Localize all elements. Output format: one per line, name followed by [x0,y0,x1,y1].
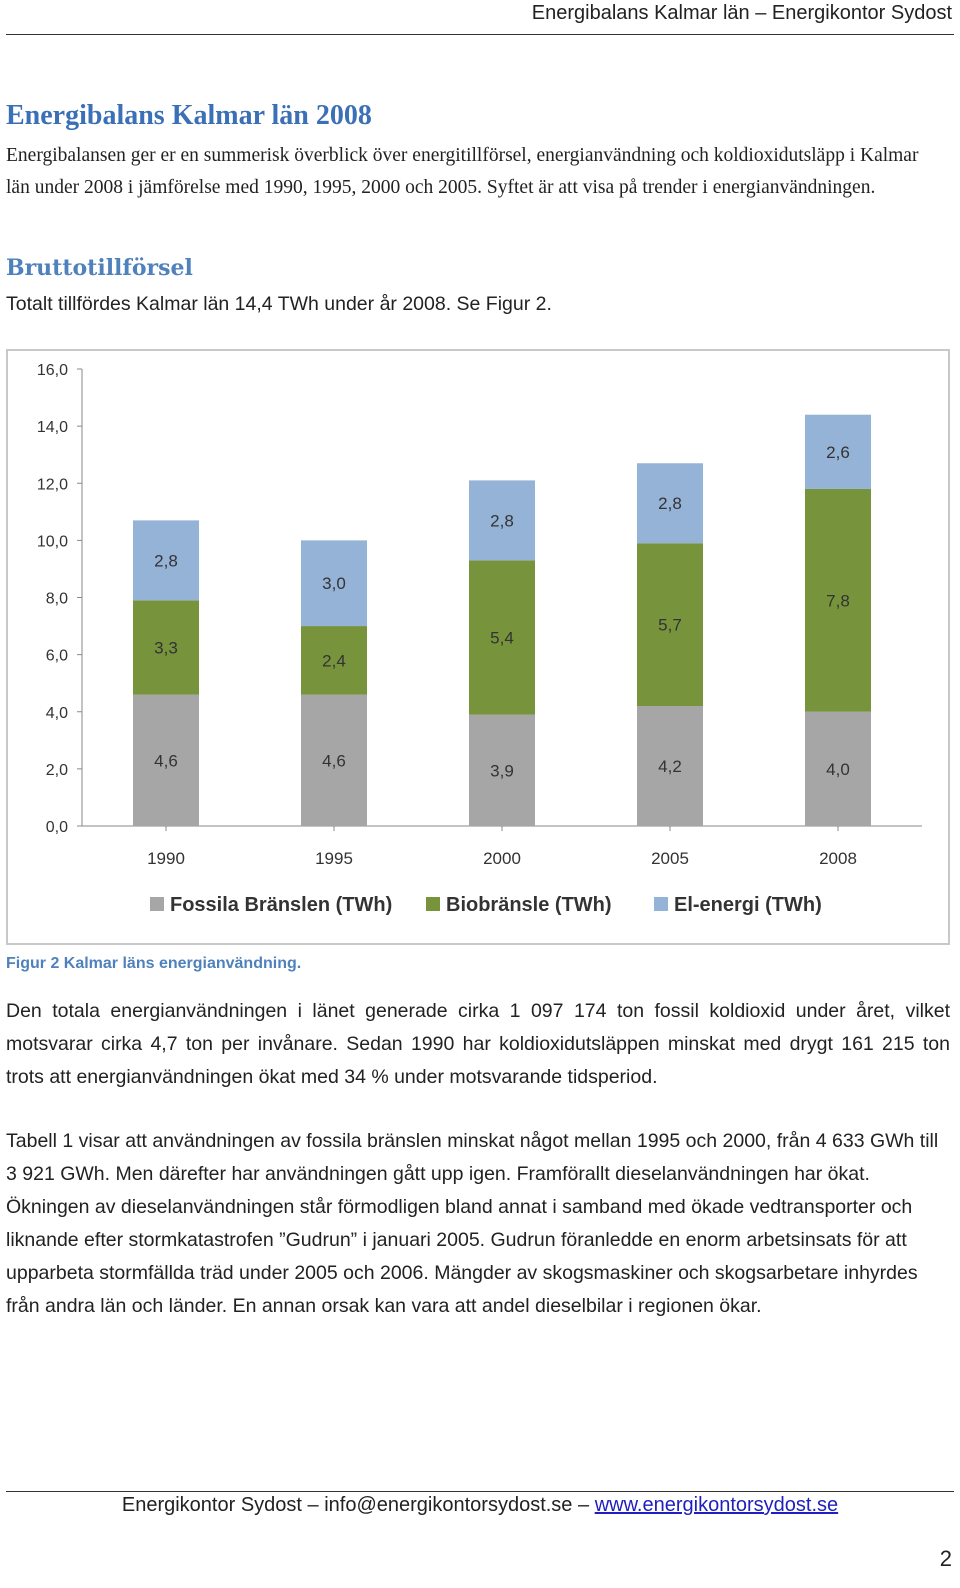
data-label: 3,9 [490,761,514,780]
legend-swatch [150,897,164,911]
data-label: 2,8 [658,494,682,513]
x-tick-label: 2008 [819,849,857,868]
bar-segment [805,488,871,712]
x-tick-label: 1990 [147,849,185,868]
body-paragraph-2: Tabell 1 visar att användningen av fossi… [6,1130,939,1317]
y-tick-label: 14,0 [37,419,68,436]
header-divider [6,34,954,35]
x-tick-label: 1995 [315,849,353,868]
data-label: 3,3 [154,638,178,657]
bar-segment [133,520,199,601]
bar-segment [133,600,199,695]
legend-swatch [426,897,440,911]
bar-segment [805,711,871,826]
legend-swatch [654,897,668,911]
data-label: 4,2 [658,757,682,776]
data-label: 4,0 [826,760,850,779]
footer-divider [6,1491,954,1492]
footer-website-link[interactable]: www.energikontorsydost.se [594,1494,839,1516]
bar-segment [469,714,535,826]
section-lead: Totalt tillfördes Kalmar län 14,4 TWh un… [6,293,552,315]
running-header: Energibalans Kalmar län – Energikontor S… [531,2,952,24]
data-label: 2,8 [154,551,178,570]
bar-segment [469,480,535,561]
stacked-bar-chart: 0,0 2,0 4,0 6,0 8,0 10,0 12,0 14,0 16,0 4,6 3,3 2,8… [37,362,922,916]
y-tick-label: 16,0 [37,362,68,379]
legend-label: Biobränsle (TWh) [446,894,612,916]
bar-segment [637,706,703,826]
bar-segment [301,540,367,627]
bar-segment [301,694,367,826]
bar-segment [469,560,535,715]
y-tick-label: 10,0 [37,533,68,550]
legend-label: Fossila Bränslen (TWh) [170,894,392,916]
chart-figure: 0,0 2,0 4,0 6,0 8,0 10,0 12,0 14,0 16,0 4,6 3,3 2,8… [6,349,950,945]
data-label: 2,6 [826,443,850,462]
bar-segment [301,626,367,695]
figure-caption: Figur 2 Kalmar läns energianvändning. [6,955,302,972]
y-tick-label: 8,0 [46,591,68,608]
bar-segment [637,463,703,544]
page-title: Energibalans Kalmar län 2008 [6,100,372,131]
data-label: 2,4 [322,651,346,670]
footer: Energikontor Sydost – info@energikontors… [0,1494,960,1517]
y-tick-label: 12,0 [37,476,68,493]
footer-separator: – [572,1494,595,1516]
body-paragraph-1: Den totala energianvändningen i länet ge… [6,1000,950,1088]
y-tick-label: 6,0 [46,648,68,665]
x-tick-label: 2000 [483,849,521,868]
y-tick-label: 2,0 [46,762,68,779]
x-tick-label: 2005 [651,849,689,868]
data-label: 5,4 [490,628,514,647]
data-label: 5,7 [658,616,682,635]
y-tick-label: 0,0 [46,819,68,836]
data-label: 3,0 [322,574,346,593]
data-label: 4,6 [154,751,178,770]
data-label: 4,6 [322,751,346,770]
intro-paragraph: Energibalansen ger er en summerisk överb… [6,145,919,198]
bar-segment [637,543,703,707]
bar-segment [133,694,199,826]
legend-label: El-energi (TWh) [674,894,822,916]
footer-org: Energikontor Sydost [121,1494,302,1516]
y-tick-label: 4,0 [46,705,68,722]
data-label: 2,8 [490,511,514,530]
footer-separator: – [301,1494,325,1516]
footer-email[interactable]: info@energikontorsydost.se [324,1494,573,1516]
page-number: 2 [939,1546,952,1571]
bar-segment [805,414,871,489]
data-label: 7,8 [826,591,850,610]
section-heading: Bruttotillförsel [6,255,193,281]
